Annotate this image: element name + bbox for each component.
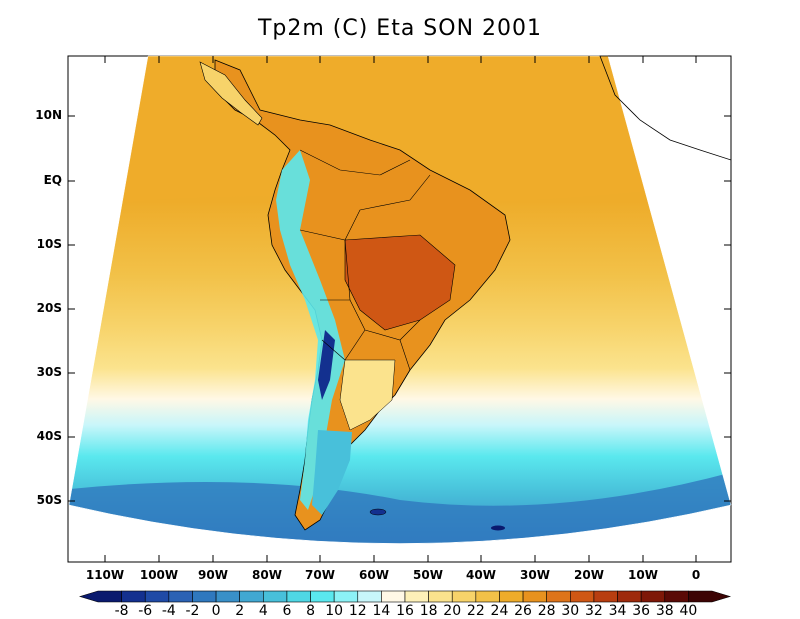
colorbar-swatch	[640, 590, 666, 603]
colorbar-tick-label: -8	[114, 603, 129, 619]
colorbar-swatch	[215, 590, 240, 603]
colorbar-swatch	[78, 590, 122, 603]
colorbar-tick-label: 40	[679, 603, 698, 619]
lon-label: 110W	[85, 568, 125, 582]
colorbar-swatch	[381, 590, 406, 603]
lon-label: 90W	[198, 568, 228, 582]
colorbar-tick-label: 6	[282, 603, 292, 619]
colorbar-swatch	[121, 590, 146, 603]
colorbar-tick-label: 8	[306, 603, 315, 619]
colorbar-swatch	[688, 590, 732, 603]
central-america	[199, 61, 263, 126]
colorbar-tick-label: -4	[161, 603, 176, 619]
colorbar-tick-label: 38	[655, 603, 674, 619]
lon-label: 0	[691, 568, 701, 582]
country-borders	[299, 149, 431, 396]
africa-coast	[599, 55, 732, 161]
colorbar-tick-label: 12	[348, 603, 367, 619]
colorbar-swatch	[475, 590, 500, 603]
colorbar-tick-label: 2	[235, 603, 245, 619]
colorbar-swatch	[404, 590, 429, 603]
lat-label: 10N	[35, 108, 62, 122]
colorbar-tick-label: 28	[537, 603, 556, 619]
colorbar-swatch	[192, 590, 217, 603]
colorbar-swatch	[239, 590, 264, 603]
colorbar-swatch	[499, 590, 524, 603]
patagonia-region	[312, 430, 352, 515]
colorbar-swatch	[357, 590, 382, 603]
colorbar-tick-label: 34	[608, 603, 627, 619]
colorbar-tick-label: 0	[211, 603, 221, 619]
colorbar-swatch	[428, 590, 453, 603]
falkland-islands	[369, 508, 387, 516]
colorbar-swatch	[168, 590, 193, 603]
colorbar-tick-label: 36	[632, 603, 651, 619]
colorbar-swatch	[664, 590, 689, 603]
southern-blue-band	[69, 470, 731, 544]
colorbar-swatch	[546, 590, 571, 603]
lon-label: 100W	[139, 568, 179, 582]
south-georgia	[491, 525, 505, 531]
lon-label: 20W	[574, 568, 604, 582]
colorbar-tick-label: -2	[185, 603, 200, 619]
lon-label: 40W	[466, 568, 496, 582]
colorbar-tick-label: 26	[514, 603, 532, 619]
colorbar-tick-label: -6	[138, 603, 153, 619]
colorbar-tick-label: 24	[490, 603, 509, 619]
x-axis-ticks	[104, 56, 697, 562]
colorbar-tick-label: 20	[443, 603, 462, 619]
colorbar-swatch	[451, 590, 477, 603]
colorbar-swatch	[570, 590, 595, 603]
colorbar-swatch	[333, 590, 359, 603]
colorbar-tick-label: 18	[419, 603, 438, 619]
colorbar-tick-label: 14	[372, 603, 391, 619]
colorbar-swatch	[617, 590, 642, 603]
colorbar-tick-label: 30	[561, 603, 580, 619]
andes-cool-strip	[276, 150, 345, 510]
lon-label: 70W	[305, 568, 335, 582]
lon-label: 80W	[252, 568, 282, 582]
domain-outline	[68, 55, 732, 544]
lon-label: 60W	[359, 568, 389, 582]
colorbar-swatch	[522, 590, 547, 603]
lon-label: 30W	[520, 568, 550, 582]
colorbar	[78, 590, 732, 603]
colorbar-tick-label: 32	[585, 603, 603, 619]
lat-label: 10S	[36, 237, 62, 251]
lat-label: 20S	[36, 301, 62, 315]
lat-label: 40S	[36, 429, 62, 443]
pampa-region	[339, 359, 396, 431]
colorbar-swatch	[593, 590, 618, 603]
lat-label: EQ	[43, 173, 62, 187]
colorbar-swatch	[310, 590, 335, 603]
colorbar-swatch	[144, 590, 170, 603]
colorbar-swatch	[286, 590, 311, 603]
page-title: Tp2m (C) Eta SON 2001	[257, 16, 543, 41]
lon-label: 50W	[413, 568, 443, 582]
lat-label: 30S	[36, 365, 62, 379]
colorbar-tick-label: 16	[396, 603, 414, 619]
colorbar-tick-label: 10	[325, 603, 344, 619]
colorbar-tick-label: 4	[258, 603, 268, 619]
colorbar-swatch	[263, 590, 288, 603]
lon-label: 10W	[628, 568, 658, 582]
colorbar-tick-label: 22	[466, 603, 485, 619]
lat-label: 50S	[36, 493, 62, 507]
y-axis-ticks	[68, 115, 731, 502]
